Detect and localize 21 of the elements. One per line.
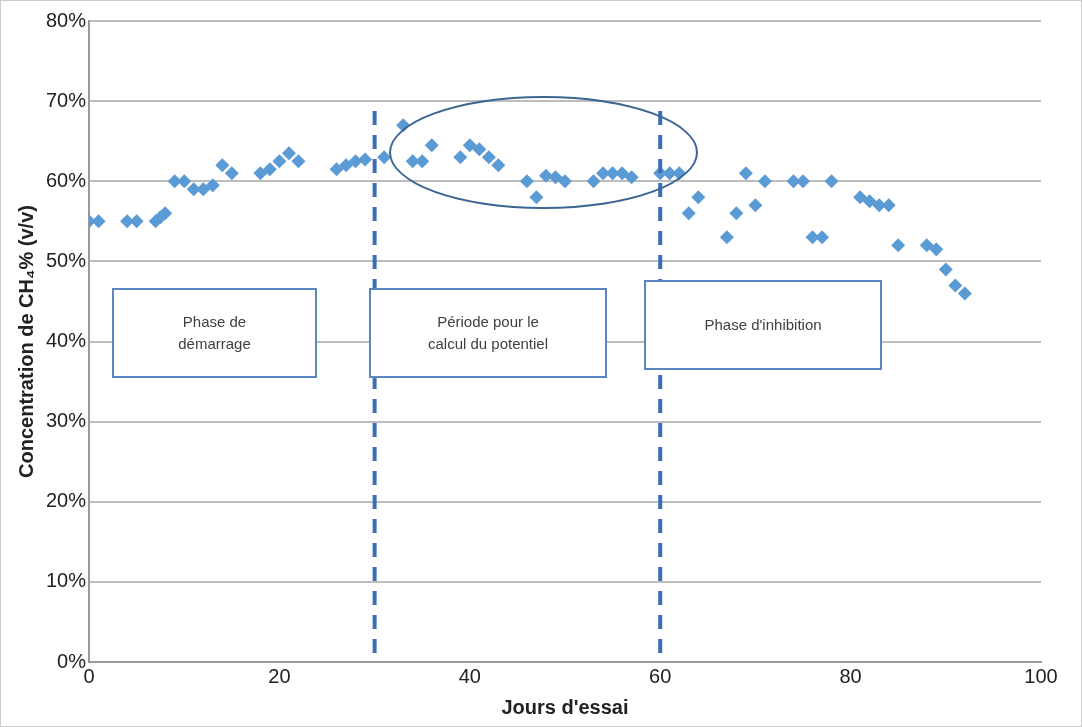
y-tick-label: 40% — [46, 329, 87, 352]
label-box: Phase de démarrage — [112, 288, 317, 379]
label-box: Période pour le calcul du potentiel — [369, 288, 607, 379]
y-tick-label: 70% — [46, 88, 87, 111]
x-tick-label: 40 — [458, 664, 481, 687]
annotation: Phase de démarrage — [178, 312, 251, 355]
x-tick-label: 100 — [1024, 664, 1058, 687]
y-tick-label: 50% — [46, 248, 87, 271]
x-tick-label: 60 — [649, 664, 672, 687]
y-tick-label: 80% — [46, 8, 87, 31]
label-box: Phase d'inhibition — [644, 280, 882, 371]
x-tick-label: 20 — [268, 664, 291, 687]
y-axis-title: Concentration de CH₄% (v/v) — [14, 205, 37, 478]
x-axis-title: Jours d'essai — [501, 695, 629, 718]
annotation: Phase d'inhibition — [704, 315, 822, 336]
y-tick-label: 30% — [46, 409, 87, 432]
y-tick-label: 60% — [46, 168, 87, 191]
x-tick-label: 80 — [839, 664, 862, 687]
y-tick-label: 10% — [46, 569, 87, 592]
y-tick-label: 20% — [46, 489, 87, 512]
annotation: Période pour le calcul du potentiel — [427, 312, 549, 355]
